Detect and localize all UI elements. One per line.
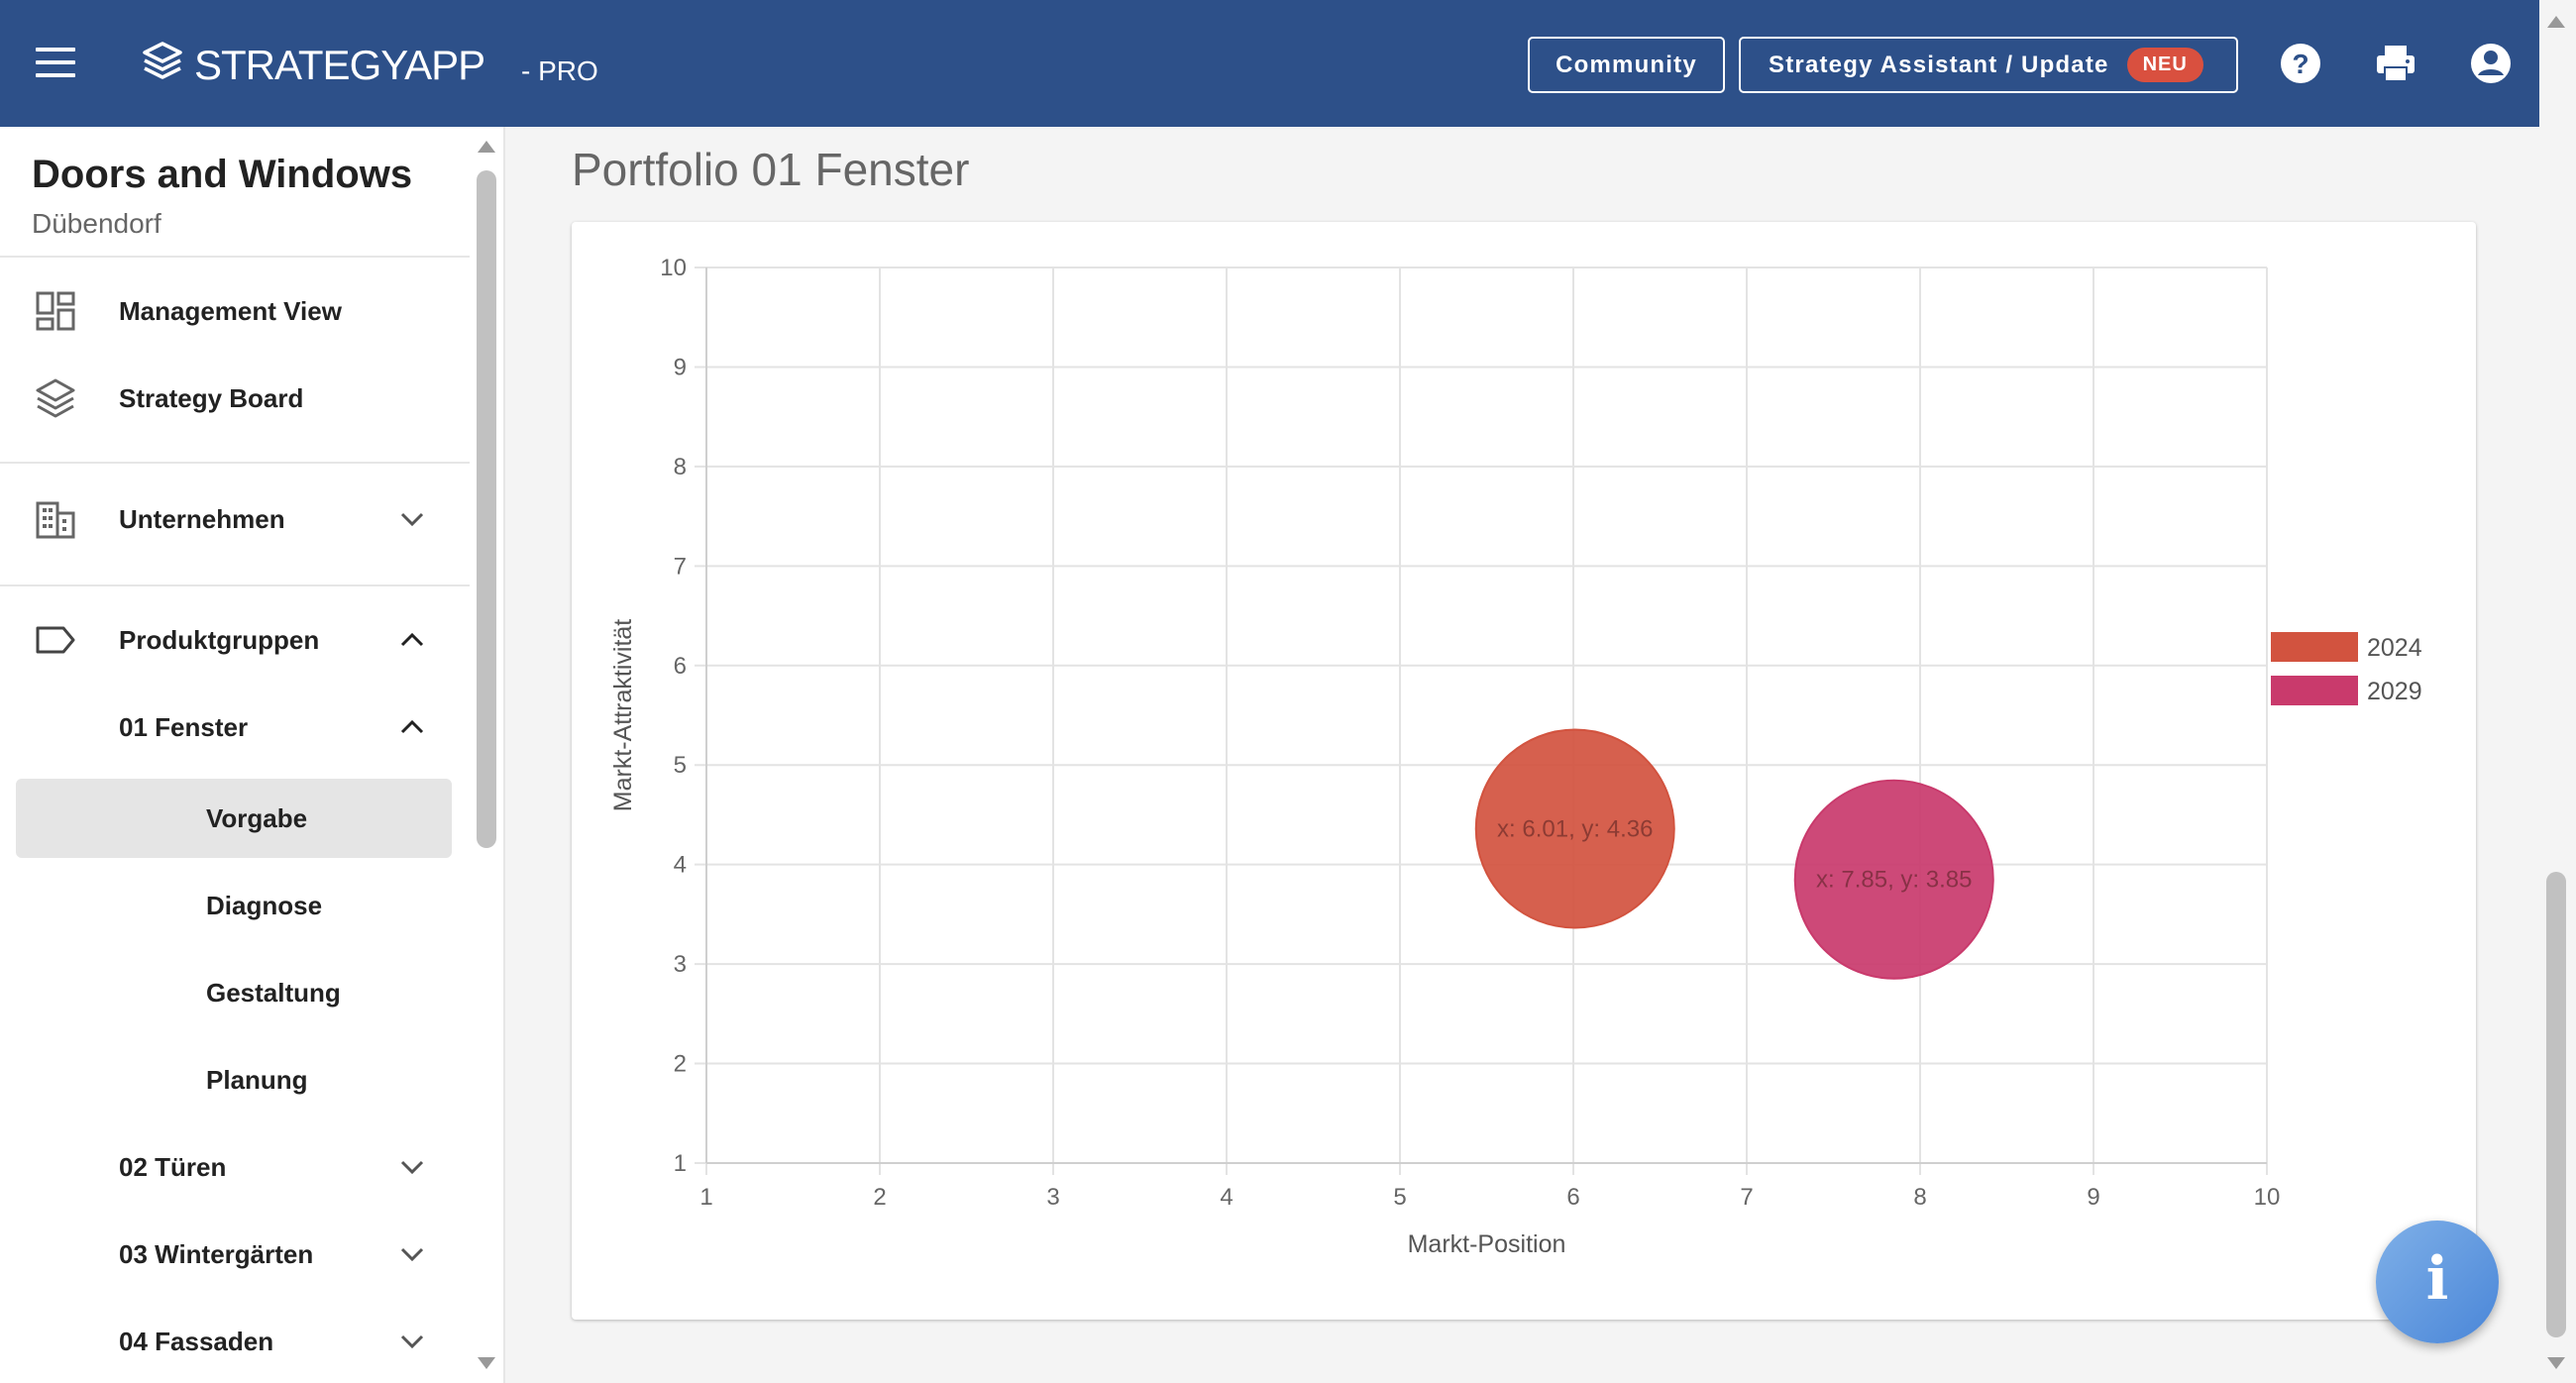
sidebar-item-01-fenster[interactable]: 01 Fenster [0, 684, 470, 771]
sidebar-item-label: Management View [119, 295, 342, 326]
x-tick-label: 3 [1046, 1184, 1059, 1211]
sidebar-item-03-wintergaerten[interactable]: 03 Wintergärten [0, 1211, 470, 1298]
divider [0, 585, 470, 586]
x-tick-label: 6 [1566, 1184, 1579, 1211]
y-tick-label: 6 [674, 653, 687, 680]
sidebar-item-planung[interactable]: Planung [0, 1036, 470, 1123]
y-tick-label: 3 [674, 951, 687, 978]
sidebar-item-strategy-board[interactable]: Strategy Board [0, 355, 470, 442]
chevron-down-icon[interactable] [396, 1326, 428, 1357]
top-app-bar: STRATEGYAPP - PRO Community Strategy Ass… [0, 0, 2539, 127]
sidebar-item-label: Vorgabe [206, 802, 308, 833]
y-tick-label: 8 [674, 454, 687, 480]
bubble-2024 [1474, 728, 1675, 929]
community-button[interactable]: Community [1528, 37, 1725, 93]
x-tick-label: 5 [1393, 1184, 1406, 1211]
chevron-down-icon[interactable] [396, 503, 428, 535]
x-axis-title: Markt-Position [1408, 1230, 1566, 1258]
sidebar-item-gestaltung[interactable]: Gestaltung [0, 949, 470, 1036]
sidebar-item-vorgabe[interactable]: Vorgabe [0, 775, 470, 862]
scroll-down-arrow-icon[interactable] [477, 1355, 496, 1371]
y-tick-label: 2 [674, 1051, 687, 1078]
sidebar-item-label: Strategy Board [119, 382, 304, 413]
assistant-label: Strategy Assistant / Update [1769, 51, 2109, 78]
legend-label: 2029 [2367, 678, 2422, 705]
sidebar-item-label: 03 Wintergärten [119, 1238, 314, 1269]
x-tick-label: 9 [2087, 1184, 2099, 1211]
building-icon [36, 501, 75, 539]
project-title: Doors and Windows [32, 153, 413, 196]
new-badge: NEU [2126, 48, 2203, 82]
label-icon [36, 626, 75, 654]
print-icon[interactable] [2374, 42, 2417, 85]
legend-swatch-2024 [2271, 632, 2358, 662]
sidebar-item-02-tueren[interactable]: 02 Türen [0, 1123, 470, 1211]
y-tick-label: 4 [674, 852, 687, 879]
page-scroll-up-arrow-icon[interactable] [2546, 14, 2566, 30]
sidebar-item-label: 04 Fassaden [119, 1326, 274, 1356]
legend-swatch-2029 [2271, 676, 2358, 705]
logo-subtitle: - PRO [521, 55, 598, 86]
bubble-label: x: 7.85, y: 3.85 [1816, 867, 1972, 894]
bubble-2029 [1793, 779, 1994, 980]
logo-text: STRATEGYAPP [194, 42, 485, 88]
sidebar-item-label: Produktgruppen [119, 624, 320, 655]
x-tick-label: 4 [1220, 1184, 1233, 1211]
chevron-down-icon[interactable] [396, 1151, 428, 1183]
portfolio-bubble-chart: 1 2 3 4 5 6 7 8 9 10 1 2 3 4 5 6 7 8 9 10 Markt-Position Mark… [609, 255, 2422, 1258]
x-tick-label: 1 [699, 1184, 712, 1211]
sidebar-item-label: Gestaltung [206, 977, 341, 1008]
sidebar-item-label: 01 Fenster [119, 711, 249, 742]
main-content: Portfolio 01 Fenster 1 2 3 4 5 6 7 8 9 10 1 2 3 4 5 6 7 8… [507, 127, 2539, 1383]
page-scrollbar-thumb[interactable] [2546, 872, 2566, 1337]
x-tick-label: 10 [2254, 1184, 2281, 1211]
y-tick-label: 5 [674, 752, 687, 779]
legend-label: 2024 [2367, 634, 2422, 662]
sidebar: Doors and Windows Dübendorf Management V… [0, 127, 505, 1383]
x-tick-label: 7 [1740, 1184, 1753, 1211]
help-icon[interactable]: ? [2279, 42, 2322, 85]
x-tick-label: 2 [873, 1184, 886, 1211]
strategy-assistant-button[interactable]: Strategy Assistant / Update NEU [1739, 37, 2238, 93]
x-tick-label: 8 [1913, 1184, 1926, 1211]
community-label: Community [1556, 51, 1697, 78]
dashboard-icon [36, 291, 75, 331]
account-icon[interactable] [2469, 42, 2513, 85]
chevron-up-icon[interactable] [396, 624, 428, 656]
svg-text:?: ? [2292, 49, 2308, 79]
sidebar-item-unternehmen[interactable]: Unternehmen [0, 476, 470, 563]
active-item-highlight [16, 779, 452, 858]
info-fab-button[interactable]: i [2376, 1221, 2499, 1343]
sidebar-item-04-fassaden[interactable]: 04 Fassaden [0, 1298, 470, 1383]
page-title: Portfolio 01 Fenster [572, 144, 970, 195]
sidebar-item-diagnose[interactable]: Diagnose [0, 862, 470, 949]
project-location: Dübendorf [32, 208, 161, 239]
menu-icon[interactable] [36, 48, 75, 77]
logo-layers-icon [143, 42, 182, 79]
chevron-up-icon[interactable] [396, 711, 428, 743]
y-tick-label: 1 [674, 1150, 687, 1177]
sidebar-item-label: Unternehmen [119, 503, 285, 534]
chart-card: 1 2 3 4 5 6 7 8 9 10 1 2 3 4 5 6 7 8 9 10 Markt-Position Mark… [572, 222, 2476, 1320]
sidebar-item-produktgruppen[interactable]: Produktgruppen [0, 596, 470, 684]
sidebar-scrollbar-thumb[interactable] [477, 170, 496, 848]
divider [0, 462, 470, 464]
sidebar-item-label: 02 Türen [119, 1151, 227, 1182]
layers-icon [36, 378, 75, 418]
bubble-label: x: 6.01, y: 4.36 [1497, 816, 1653, 843]
page-scroll-down-arrow-icon[interactable] [2546, 1355, 2566, 1371]
divider [0, 256, 470, 258]
sidebar-item-label: Planung [206, 1064, 308, 1095]
scroll-up-arrow-icon[interactable] [477, 139, 496, 155]
sidebar-item-management-view[interactable]: Management View [0, 267, 470, 355]
y-tick-label: 9 [674, 354, 687, 380]
y-tick-label: 10 [660, 255, 687, 281]
info-icon: i [2425, 1244, 2449, 1314]
sidebar-item-label: Diagnose [206, 890, 323, 920]
y-tick-label: 7 [674, 553, 687, 580]
y-axis-title: Markt-Attraktivität [609, 619, 637, 812]
chevron-down-icon[interactable] [396, 1238, 428, 1270]
